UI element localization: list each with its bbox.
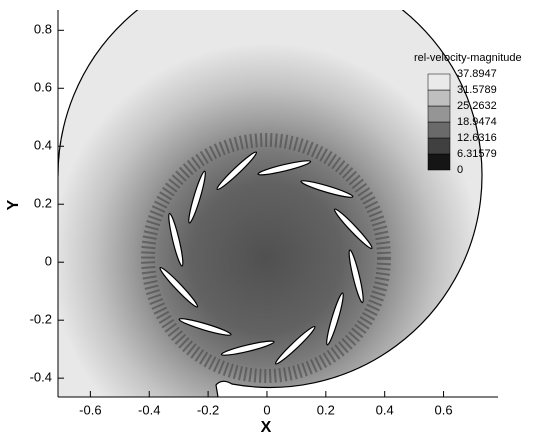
x-axis-title: X <box>261 419 272 436</box>
y-tick-label: 0.4 <box>34 138 52 153</box>
x-tick-label: 0.4 <box>376 402 394 417</box>
x-tick-label: -0.6 <box>79 402 101 417</box>
colorbar-band <box>428 138 450 154</box>
colorbar-label: 25.2632 <box>457 100 497 112</box>
x-tick-label: -0.2 <box>197 402 219 417</box>
colorbar-label: 31.5789 <box>457 84 497 96</box>
y-tick-label: 0.8 <box>34 22 52 37</box>
y-tick-label: 0 <box>45 254 52 269</box>
colorbar-title: rel-velocity-magnitude <box>414 52 522 64</box>
x-tick-label: 0 <box>263 402 270 417</box>
colorbar-label: 0 <box>457 164 463 176</box>
colorbar-band <box>428 122 450 138</box>
x-tick-label: 0.6 <box>435 402 453 417</box>
colorbar-label: 12.6316 <box>457 132 497 144</box>
colorbar-band <box>428 74 450 90</box>
colorbar-label: 18.9474 <box>457 116 497 128</box>
y-tick-label: 0.2 <box>34 196 52 211</box>
colorbar-band <box>428 106 450 122</box>
y-tick-label: -0.2 <box>30 312 52 327</box>
x-tick-label: -0.4 <box>138 402 160 417</box>
colorbar-band <box>428 90 450 106</box>
colorbar-band <box>428 154 450 170</box>
y-tick-label: 0.6 <box>34 80 52 95</box>
colorbar-label: 37.8947 <box>457 68 497 80</box>
colorbar-label: 6.31579 <box>457 148 497 160</box>
y-tick-label: -0.4 <box>30 370 52 385</box>
chart: X Y rel-velocity-magnitude 0 6.31579 12.63… <box>0 0 542 436</box>
y-axis-title: Y <box>5 199 22 210</box>
x-tick-label: 0.2 <box>317 402 335 417</box>
